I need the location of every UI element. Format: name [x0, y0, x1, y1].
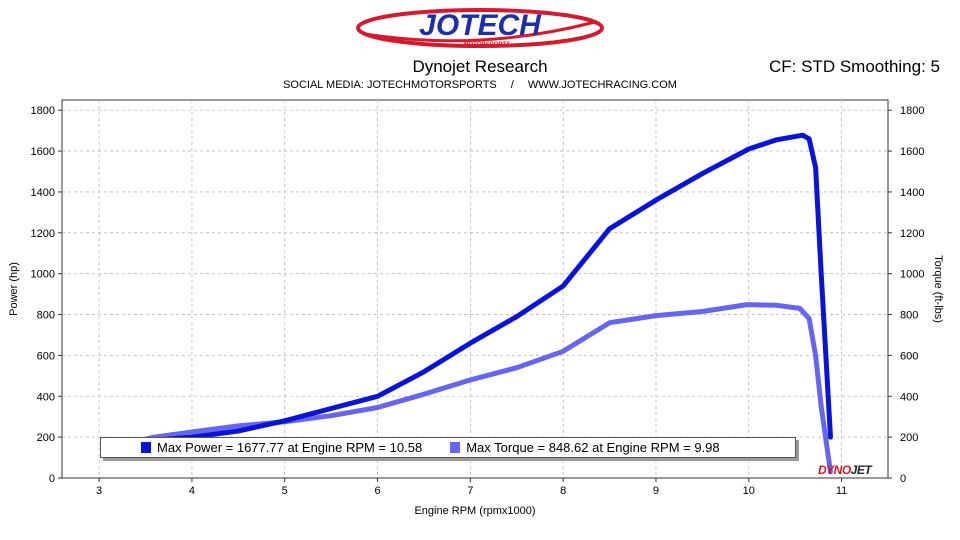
logo-text: JOTECH	[419, 9, 542, 42]
series-line-torque	[133, 302, 833, 475]
y2-tick-label: 1600	[900, 146, 924, 158]
y2-tick-label: 0	[900, 473, 906, 485]
y-tick-label: 1600	[31, 146, 55, 158]
x-tick-label: 11	[836, 485, 847, 497]
plot-area	[61, 99, 889, 479]
chart-title: Dynojet Research	[412, 57, 548, 76]
y2-axis-label: Torque (ft-lbs)	[932, 255, 944, 323]
y-tick-label: 200	[37, 432, 55, 444]
y2-tick-label: 1200	[900, 228, 924, 240]
x-tick-label: 8	[560, 485, 566, 497]
legend-power-text: Max Power = 1677.77 at Engine RPM = 10.5…	[157, 440, 423, 455]
x-tick-label: 5	[282, 485, 288, 497]
power-swatch	[141, 442, 151, 453]
legend-torque-text: Max Torque = 848.62 at Engine RPM = 9.98	[466, 440, 720, 455]
y2-tick-label: 600	[900, 350, 918, 362]
x-tick-label: 4	[189, 485, 195, 497]
social-media-text: SOCIAL MEDIA: JOTECHMOTORSPORTS	[283, 79, 497, 91]
y-tick-label: 800	[37, 310, 55, 322]
cf-info: CF: STD Smoothing: 5	[768, 57, 940, 76]
y2-tick-label: 200	[900, 432, 918, 444]
x-tick-label: 10	[743, 485, 755, 497]
y2-tick-label: 1000	[900, 269, 924, 281]
social-line: SOCIAL MEDIA: JOTECHMOTORSPORTS / WWW.JOTE…	[0, 79, 960, 91]
dynojet-logo-b: JET	[850, 463, 872, 477]
x-tick-label: 9	[653, 485, 659, 497]
y-tick-label: 1000	[31, 269, 55, 281]
x-tick-label: 3	[96, 485, 102, 497]
y2-tick-label: 1800	[900, 105, 924, 117]
logo-subtext: MOTORSPORTS	[464, 42, 511, 48]
series-line-power	[133, 132, 833, 444]
dynojet-logo-a: DYNO	[818, 463, 851, 477]
dynojet-logo: DYNOJET	[818, 463, 872, 477]
x-axis-label: Engine RPM (rpmx1000)	[414, 505, 535, 517]
torque-swatch	[450, 442, 461, 453]
y-tick-label: 600	[37, 350, 55, 362]
website-text: WWW.JOTECHRACING.COM	[527, 79, 677, 91]
legend-torque: Max Torque = 848.62 at Engine RPM = 9.98	[450, 440, 720, 455]
y-tick-label: 1400	[31, 187, 55, 199]
separator: /	[510, 79, 514, 91]
y-tick-label: 1200	[31, 228, 55, 240]
y2-tick-label: 1400	[900, 187, 924, 199]
legend: Max Power = 1677.77 at Engine RPM = 10.5…	[100, 437, 796, 458]
y2-tick-label: 400	[900, 391, 918, 403]
y-tick-label: 0	[49, 473, 55, 485]
legend-power: Max Power = 1677.77 at Engine RPM = 10.5…	[141, 440, 422, 455]
x-tick-label: 6	[374, 485, 380, 497]
jotech-logo: JOTECH MOTORSPORTS	[356, 8, 604, 48]
x-tick-label: 7	[467, 485, 473, 497]
y-tick-label: 1800	[31, 105, 55, 117]
y2-tick-label: 800	[900, 310, 918, 322]
y-tick-label: 400	[37, 391, 55, 403]
y-axis-label: Power (hp)	[8, 262, 20, 316]
